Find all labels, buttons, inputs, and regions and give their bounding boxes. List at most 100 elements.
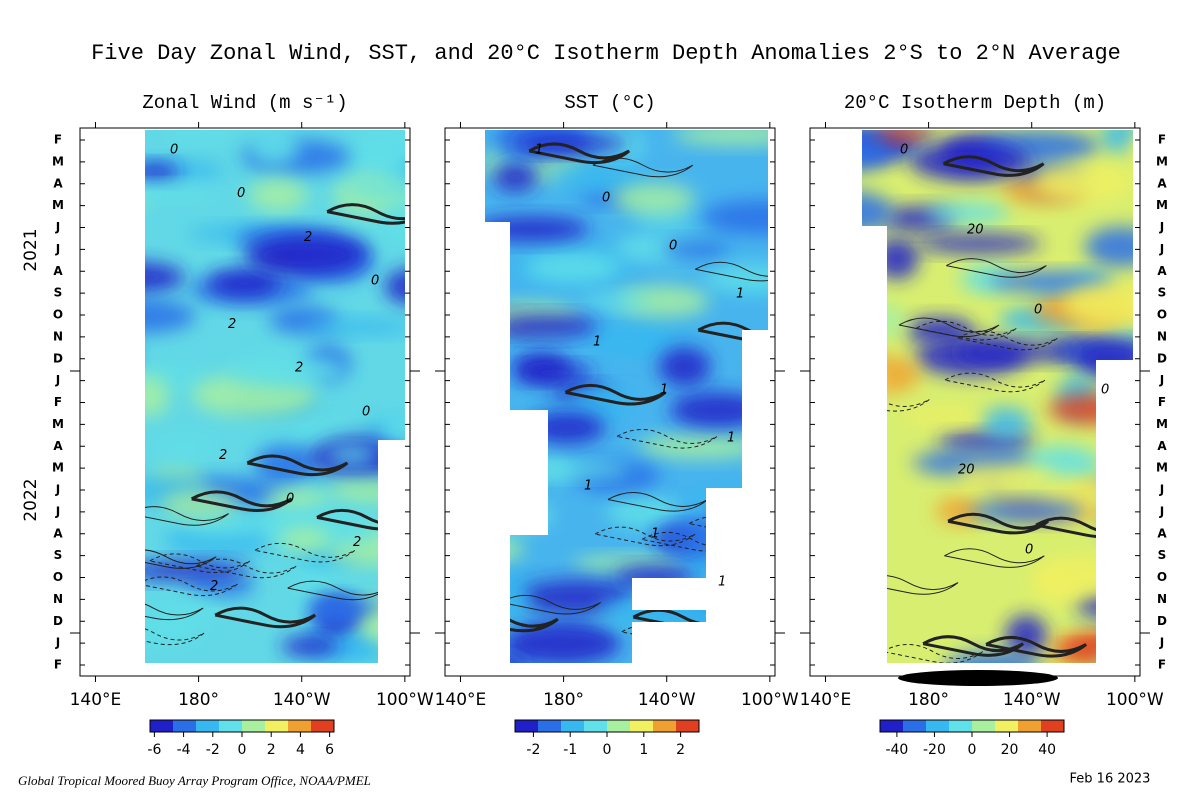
- contour-line: [326, 203, 405, 225]
- field-blob: [361, 605, 405, 649]
- field-blob: [498, 314, 598, 338]
- contour-line: [564, 383, 667, 406]
- field-blob: [145, 261, 185, 294]
- contour-line: [616, 428, 718, 449]
- field-blob: [581, 292, 648, 311]
- field-blob: [669, 392, 766, 428]
- year-label: 2021: [21, 228, 41, 271]
- contour-line: [190, 490, 293, 512]
- contour-label: 2: [295, 361, 303, 376]
- colorbar-swatch: [972, 720, 996, 732]
- month-label: J: [1159, 636, 1164, 650]
- field-blob: [954, 341, 1080, 363]
- colorbar-swatch: [538, 720, 562, 732]
- month-label: A: [1157, 526, 1167, 540]
- month-label: O: [1157, 570, 1167, 584]
- contour-label: 0: [669, 239, 677, 254]
- field-blob: [662, 239, 728, 260]
- contour-label: 1: [593, 335, 601, 350]
- field-blob: [525, 251, 621, 284]
- field-blob: [903, 408, 985, 426]
- field-blob: [485, 216, 590, 242]
- field-blob: [755, 356, 768, 391]
- month-label: F: [1158, 395, 1166, 409]
- colorbar-label: -20: [923, 742, 946, 758]
- field-blob: [874, 237, 919, 280]
- month-label: F: [54, 658, 62, 672]
- month-label: F: [54, 395, 62, 409]
- colorbar-swatch: [311, 720, 335, 732]
- contour-line: [957, 330, 1058, 351]
- field-blob: [185, 576, 256, 597]
- field-blob: [249, 130, 300, 167]
- field-blob: [279, 526, 331, 553]
- field-blob: [862, 355, 921, 394]
- field-blob: [582, 321, 671, 359]
- month-label: S: [54, 286, 63, 300]
- field-blob: [384, 268, 405, 305]
- field-blob: [383, 637, 405, 663]
- colorbar-label: 2: [676, 742, 685, 758]
- field-blob: [169, 130, 233, 143]
- field-blob: [915, 234, 1042, 254]
- contour-label: 1: [535, 143, 543, 158]
- month-label: J: [55, 504, 60, 518]
- contour-line: [145, 600, 204, 621]
- contour-label: 2: [353, 535, 361, 550]
- field-blob: [145, 375, 170, 417]
- field: [862, 130, 1133, 663]
- field-blob: [145, 612, 201, 647]
- contour-line: [641, 531, 743, 552]
- colorbar-label: -2: [526, 742, 540, 758]
- contour-label: 0: [1034, 303, 1042, 318]
- field-blob: [1102, 324, 1133, 342]
- month-label: J: [55, 220, 60, 234]
- month-label: M: [1156, 461, 1168, 475]
- colorbar-label: 20: [1001, 742, 1019, 758]
- month-label: N: [53, 329, 63, 343]
- colorbar-swatch: [903, 720, 927, 732]
- month-label: J: [55, 483, 60, 497]
- field-blob: [399, 156, 405, 182]
- month-label: J: [55, 373, 60, 387]
- field-blob: [485, 654, 530, 663]
- contour-line: [316, 508, 405, 531]
- field-blob: [702, 200, 768, 235]
- field-blob: [695, 507, 768, 525]
- contour-line: [862, 575, 959, 595]
- contour-label: 0: [900, 143, 908, 158]
- x-tick-label: 180°: [908, 690, 949, 710]
- colorbar-label: -6: [147, 742, 161, 758]
- field-blob: [1062, 282, 1133, 326]
- month-label: M: [52, 198, 64, 212]
- contour-label: 1: [718, 575, 726, 590]
- field-blob: [1048, 393, 1133, 425]
- field-blob: [980, 407, 1032, 440]
- month-label: A: [1157, 264, 1167, 278]
- field-blob: [327, 446, 377, 465]
- colorbar-swatch: [880, 720, 904, 732]
- colorbar-label: 2: [267, 742, 276, 758]
- field-blob: [1073, 338, 1133, 381]
- colorbar-swatch: [949, 720, 973, 732]
- field-blob: [712, 540, 768, 559]
- colorbar-label: 0: [968, 742, 977, 758]
- contour-line: [528, 142, 631, 165]
- contour-line: [942, 155, 1045, 177]
- field-blob: [159, 490, 239, 518]
- colorbar-swatch: [630, 720, 654, 732]
- colorbar-swatch: [219, 720, 243, 732]
- field-blob: [716, 505, 768, 540]
- field-blob: [700, 591, 768, 614]
- field-blob: [862, 633, 875, 653]
- contour-line: [145, 549, 217, 569]
- field-blob: [1128, 130, 1133, 170]
- colorbar-label: 4: [296, 742, 305, 758]
- contour-line: [145, 576, 238, 597]
- field-blob: [511, 133, 628, 154]
- contour-line: [195, 558, 297, 579]
- contour-label: 1: [584, 479, 592, 494]
- field-blob: [145, 183, 217, 201]
- contour-label: 0: [371, 273, 379, 288]
- field-blob: [376, 201, 405, 245]
